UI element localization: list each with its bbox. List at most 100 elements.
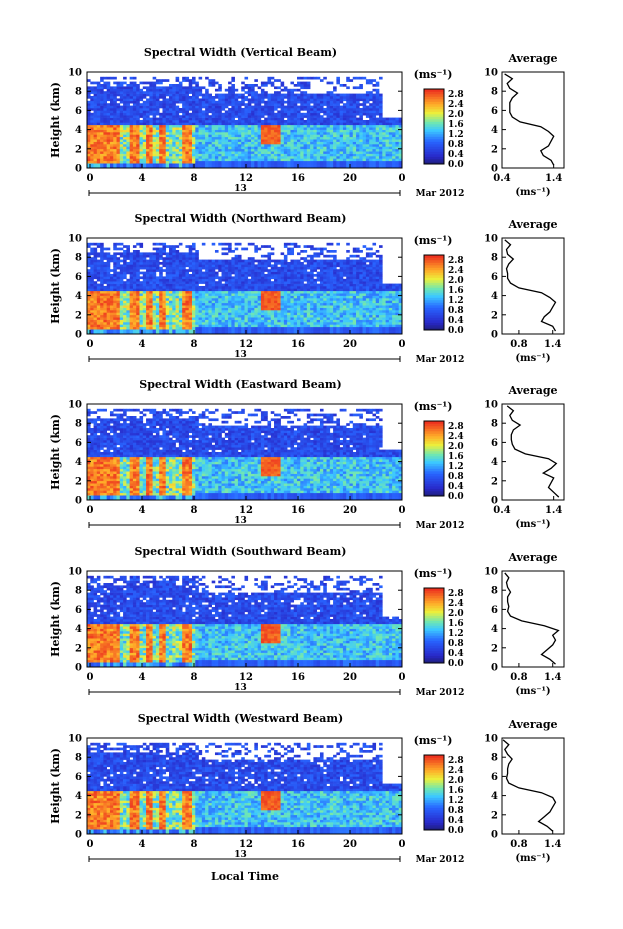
heatmap-cell [214,148,219,152]
heatmap-cell [208,98,212,102]
heatmap-cell [228,288,232,292]
heatmap-cell [178,293,183,296]
heatmap-cell [195,146,199,150]
heatmap-cell [241,276,245,280]
heatmap-cell [244,283,249,287]
heatmap-cell [218,151,222,154]
heatmap-cell [326,98,331,102]
heatmap-cell [169,146,173,150]
heatmap-cell [237,278,242,282]
heatmap-cell [208,158,212,162]
heatmap-cell [169,156,173,159]
heatmap-cell [106,283,111,287]
heatmap-cell [159,302,163,306]
heatmap-cell [165,93,170,97]
heatmap-cell [188,96,193,99]
heatmap-cell [90,141,94,145]
heatmap-cell [241,93,245,97]
heatmap-cell [218,319,222,323]
heatmap-cell [159,295,163,299]
heatmap-cell [290,110,295,114]
heatmap-cell [228,139,232,142]
heatmap-cell [267,110,272,114]
heatmap-cell [132,129,137,133]
heatmap-cell [172,259,176,263]
heatmap-cell [116,117,121,121]
heatmap-cell [132,96,137,99]
heatmap-cell [254,160,258,164]
heatmap-cell [372,115,377,118]
heatmap-cell [136,98,140,102]
heatmap-cell [146,81,150,85]
heatmap-cell [241,115,245,118]
heatmap-cell [375,108,380,111]
heatmap-cell [155,79,160,82]
heatmap-cell [162,245,167,248]
heatmap-cell [139,158,144,162]
heatmap-cell [218,317,222,320]
heatmap-cell [109,319,114,323]
heatmap-cell [293,165,298,169]
heatmap-cell [251,158,255,162]
heatmap-cell [136,266,140,270]
heatmap-cell [129,76,134,80]
heatmap-cell [346,163,350,166]
heatmap-cell [159,276,163,280]
heatmap-cell [214,262,219,265]
heatmap-cell [129,300,134,304]
heatmap-cell [162,163,167,166]
heatmap-cell [178,91,183,94]
heatmap-cell [178,144,183,147]
heatmap-cell [336,76,340,80]
heatmap-cell [192,271,196,275]
heatmap-cell [211,298,216,301]
heatmap-cell [201,305,206,308]
heatmap-cell [293,141,298,145]
heatmap-cell [159,257,163,260]
heatmap-cell [231,136,235,140]
heatmap-cell [106,93,111,97]
heatmap-cell [116,129,121,133]
heatmap-cell [162,112,167,116]
colorbar-tick-label: 1.6 [448,120,464,130]
heatmap-cell [205,300,209,304]
heatmap-cell [159,141,163,145]
heatmap-cell [270,124,275,128]
heatmap-cell [362,76,367,80]
heatmap-cell [188,124,193,128]
heatmap-cell [323,144,327,147]
heatmap-cell [136,326,140,330]
heatmap-cell [109,276,114,280]
heatmap-cell [103,120,107,123]
heatmap-cell [316,96,321,99]
heatmap-cell [365,151,370,154]
heatmap-cell [319,156,324,159]
heatmap-cell [346,156,350,159]
heatmap-cell [195,91,199,94]
heatmap-cell [93,81,98,85]
heatmap-cell [106,293,111,296]
heatmap-cell [93,302,98,306]
heatmap-cell [205,331,209,335]
heatmap-cell [90,117,94,121]
heatmap-cell [205,262,209,265]
heatmap-cell [198,115,203,118]
heatmap-cell [346,103,350,106]
heatmap-cell [395,144,400,147]
heatmap-cell [362,160,367,164]
heatmap-cell [100,160,104,164]
heatmap-cell [188,264,193,268]
heatmap-cell [96,103,101,106]
heatmap-cell [175,134,180,138]
heatmap-cell [152,242,157,246]
heatmap-cell [155,252,160,256]
heatmap-cell [224,314,229,318]
heatmap-cell [342,158,347,162]
heatmap-cell [175,86,180,90]
heatmap-cell [136,278,140,282]
heatmap-cell [221,115,226,118]
heatmap-cell [103,307,107,311]
heatmap-cell [100,288,104,292]
heatmap-cell [247,242,252,246]
heatmap-cell [303,136,308,140]
